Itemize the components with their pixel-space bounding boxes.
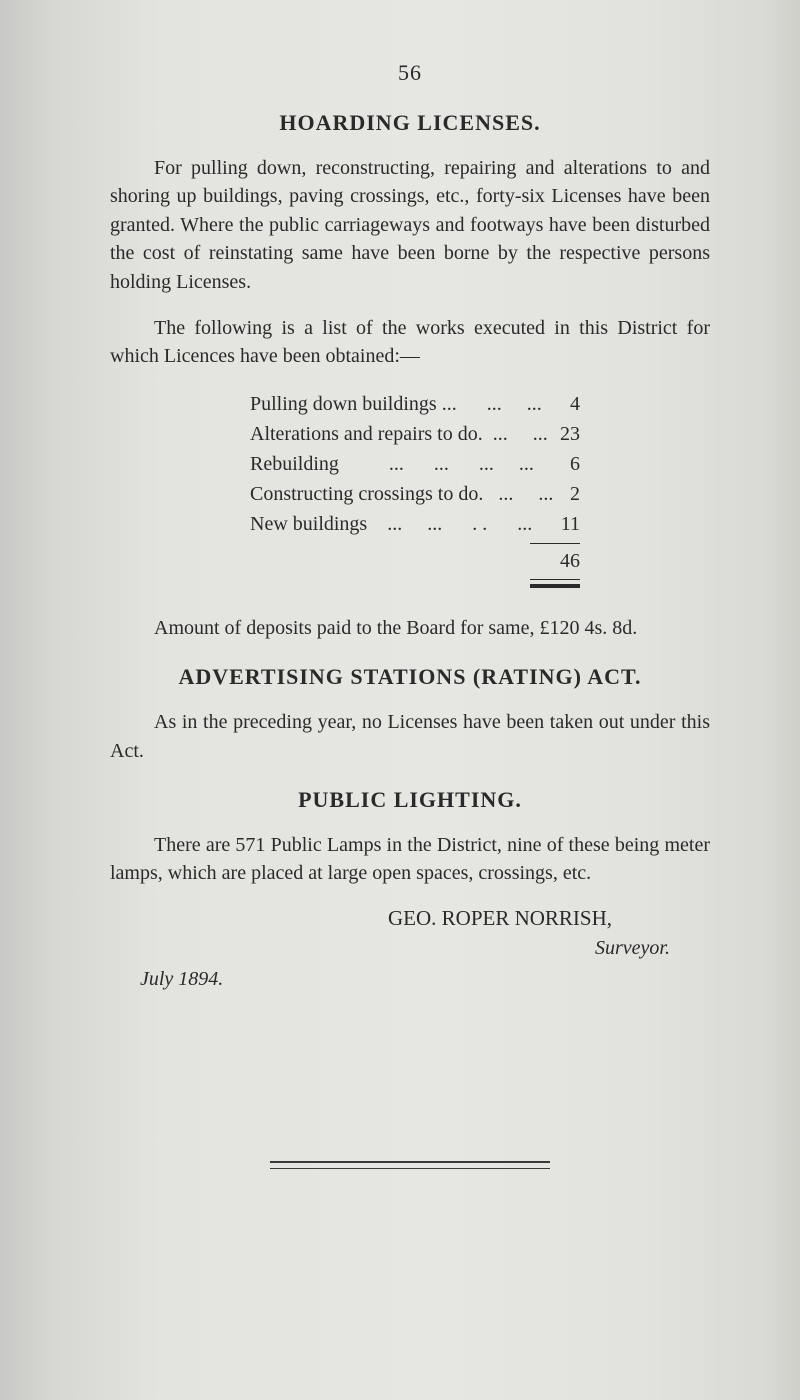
section-title-lighting: PUBLIC LIGHTING. — [110, 787, 710, 813]
hoarding-para-2: The following is a list of the works exe… — [110, 314, 710, 371]
surveyor-role: Surveyor. — [110, 937, 710, 960]
works-list: Pulling down buildings ... ... ... 4 Alt… — [110, 389, 710, 588]
list-value: 6 — [534, 449, 580, 479]
list-total: 46 — [530, 546, 580, 576]
list-row: New buildings ... ... . . ... 11 — [110, 509, 710, 539]
lighting-para: There are 571 Public Lamps in the Distri… — [110, 831, 710, 888]
list-value: 4 — [542, 389, 580, 419]
advertising-para: As in the preceding year, no Licenses ha… — [110, 708, 710, 765]
list-label: Alterations and repairs to do. ... ... — [250, 419, 548, 449]
section-title-hoarding: HOARDING LICENSES. — [110, 110, 710, 136]
deposits-para: Amount of deposits paid to the Board for… — [110, 614, 710, 642]
list-total-rule — [530, 579, 580, 588]
list-label: Pulling down buildings ... ... ... — [250, 389, 542, 419]
ornamental-rule — [270, 1161, 550, 1169]
hoarding-para-1: For pulling down, reconstructing, repair… — [110, 154, 710, 296]
list-value: 23 — [548, 419, 580, 449]
list-row: Constructing crossings to do. ... ... 2 — [110, 479, 710, 509]
list-total-row: 46 — [110, 546, 710, 576]
section-title-advertising: ADVERTISING STATIONS (RATING) ACT. — [110, 664, 710, 690]
list-row: Alterations and repairs to do. ... ... 2… — [110, 419, 710, 449]
list-value: 2 — [553, 479, 580, 509]
signature-block: GEO. ROPER NORRISH, Surveyor. July 1894. — [110, 906, 710, 991]
list-label: Rebuilding ... ... ... ... — [250, 449, 534, 479]
spacer — [250, 546, 530, 576]
surveyor-name: GEO. ROPER NORRISH, — [110, 906, 710, 931]
page-number: 56 — [110, 60, 710, 86]
list-subtotal-rule — [530, 543, 580, 544]
report-date: July 1894. — [110, 968, 710, 991]
list-label: Constructing crossings to do. ... ... — [250, 479, 553, 509]
scanned-page: 56 HOARDING LICENSES. For pulling down, … — [0, 0, 800, 1400]
list-row: Rebuilding ... ... ... ... 6 — [110, 449, 710, 479]
list-label: New buildings ... ... . . ... — [250, 509, 532, 539]
list-value: 11 — [532, 509, 580, 539]
list-row: Pulling down buildings ... ... ... 4 — [110, 389, 710, 419]
